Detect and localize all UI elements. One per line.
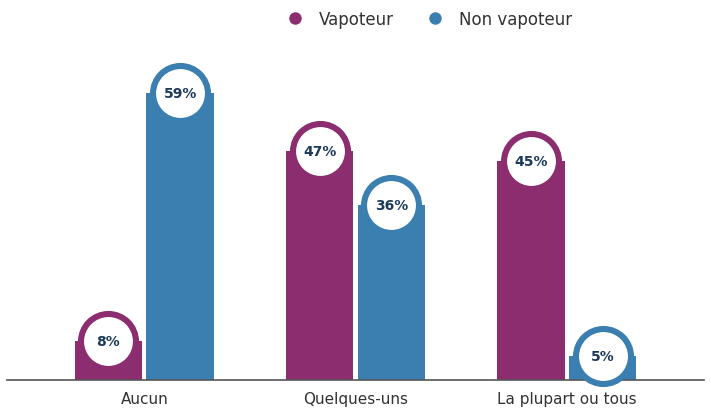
Point: [525, 158, 537, 165]
Text: 36%: 36%: [375, 198, 408, 212]
Point: [597, 352, 609, 359]
Point: [174, 90, 186, 97]
Bar: [358, 205, 425, 380]
Point: [525, 158, 537, 165]
Bar: [75, 341, 142, 380]
Point: [314, 148, 325, 155]
Bar: [569, 356, 636, 380]
Text: 5%: 5%: [591, 349, 614, 363]
Bar: [497, 161, 565, 380]
Point: [174, 90, 186, 97]
Point: [386, 202, 397, 209]
Bar: [286, 152, 353, 380]
Bar: [146, 93, 214, 380]
Text: 47%: 47%: [303, 145, 336, 159]
Legend: Vapoteur, Non vapoteur: Vapoteur, Non vapoteur: [272, 4, 579, 36]
Point: [386, 202, 397, 209]
Point: [314, 148, 325, 155]
Text: 8%: 8%: [97, 334, 120, 348]
Text: 45%: 45%: [514, 154, 547, 169]
Point: [102, 338, 114, 344]
Point: [597, 352, 609, 359]
Text: 59%: 59%: [164, 86, 197, 100]
Point: [102, 338, 114, 344]
